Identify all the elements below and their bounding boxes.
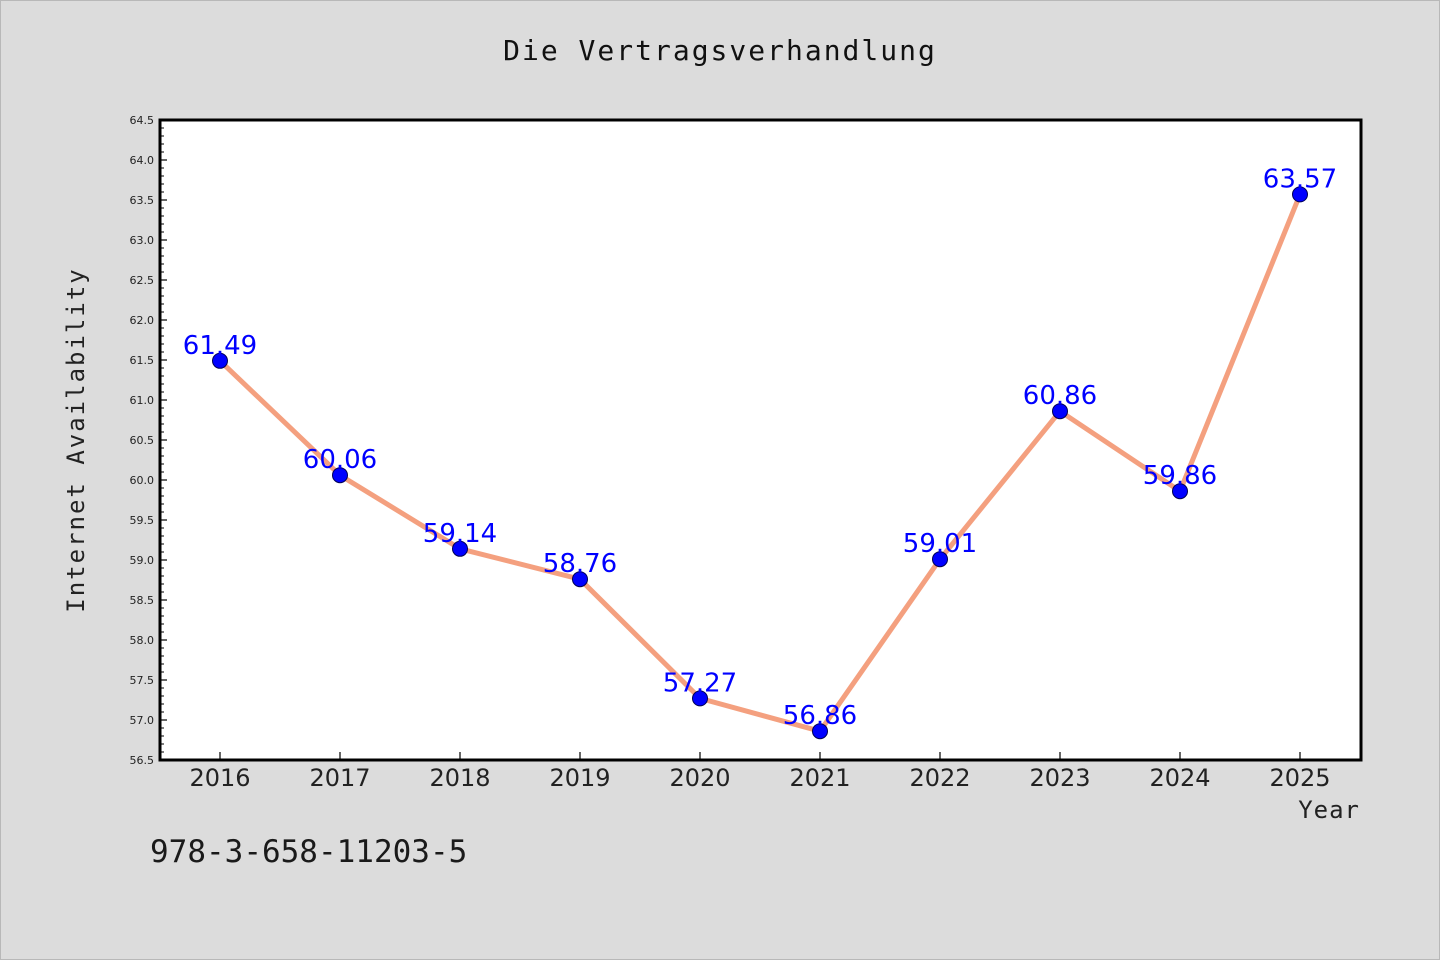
y-tick-label: 60.0 — [130, 474, 155, 487]
data-label: 60.06 — [303, 445, 377, 475]
y-tick-label: 59.5 — [130, 514, 155, 527]
x-tick-label: 2022 — [909, 764, 970, 792]
data-point — [332, 467, 348, 484]
x-tick-label: 2024 — [1149, 764, 1210, 792]
y-tick-label: 57.0 — [130, 714, 155, 727]
data-point — [812, 723, 828, 740]
y-tick-label: 58.5 — [130, 594, 155, 607]
data-label: 59.86 — [1143, 461, 1217, 491]
data-label: 57.27 — [663, 668, 737, 698]
y-tick-label: 61.0 — [130, 394, 155, 407]
x-tick-label: 2019 — [549, 764, 610, 792]
y-tick-label: 58.0 — [130, 634, 155, 647]
y-tick-label: 62.0 — [130, 314, 155, 327]
x-tick-label: 2020 — [669, 764, 730, 792]
y-tick-label: 64.5 — [130, 114, 155, 127]
x-tick-label: 2018 — [429, 764, 490, 792]
data-labels: 61.49 60.06 59.14 58.76 57.27 56.86 59.01 60.86… — [183, 164, 1337, 731]
y-tick-label: 56.5 — [130, 754, 155, 767]
data-point — [452, 540, 468, 557]
data-label: 59.14 — [423, 519, 497, 549]
x-axis: 2016 2017 2018 2019 2020 2021 2022 2023 2024 2025 — [189, 752, 1331, 792]
data-point — [1172, 483, 1188, 500]
x-tick-label: 2017 — [309, 764, 370, 792]
y-tick-label: 60.5 — [130, 434, 155, 447]
x-tick-label: 2021 — [789, 764, 850, 792]
y-tick-label: 63.5 — [130, 194, 155, 207]
data-point — [572, 571, 588, 588]
y-tick-label: 62.5 — [130, 274, 155, 287]
data-point — [932, 551, 948, 568]
data-label: 59.01 — [903, 529, 977, 559]
data-label: 58.76 — [543, 549, 617, 579]
plot-area — [158, 118, 1363, 762]
data-point — [1292, 186, 1308, 203]
data-label: 61.49 — [183, 331, 257, 361]
x-tick-label: 2023 — [1029, 764, 1090, 792]
data-point — [212, 352, 228, 369]
series-line — [218, 193, 1303, 734]
x-tick-label: 2025 — [1269, 764, 1330, 792]
x-axis-label: Year — [1298, 796, 1360, 824]
series-group — [212, 186, 1308, 740]
data-label: 56.86 — [783, 701, 857, 731]
chart-title: Die Vertragsverhandlung — [503, 34, 937, 67]
y-tick-label: 59.0 — [130, 554, 155, 567]
data-point — [692, 690, 708, 707]
isbn-text: 978-3-658-11203-5 — [150, 834, 468, 870]
data-label: 63.57 — [1263, 164, 1337, 194]
y-tick-label: 64.0 — [130, 154, 155, 167]
y-axis: 56.5 57.0 57.5 58.0 58.5 59.0 59.5 60.0 60.5 61.0… — [130, 114, 167, 767]
y-tick-label: 63.0 — [130, 234, 155, 247]
y-tick-label: 57.5 — [130, 674, 155, 687]
y-tick-label: 61.5 — [130, 354, 155, 367]
x-tick-label: 2016 — [189, 764, 250, 792]
data-label: 60.86 — [1023, 381, 1097, 411]
data-point — [1052, 403, 1068, 420]
